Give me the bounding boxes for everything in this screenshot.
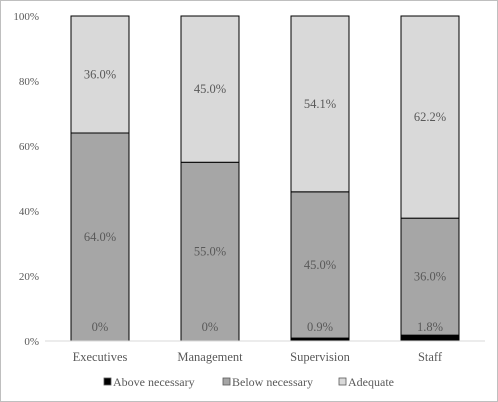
y-tick-label: 60% (19, 141, 39, 153)
bar-segment (400, 217, 460, 336)
x-tick-label: Staff (418, 350, 443, 364)
y-tick-label: 80% (19, 76, 39, 88)
bar-stack-staff: 1.8% 36.0% 62.2% (400, 15, 460, 342)
legend: Above necessary Below necessary Adequate (103, 375, 394, 389)
legend-label: Above necessary (113, 375, 195, 389)
legend-item: Adequate (338, 375, 394, 389)
legend-swatch (103, 377, 112, 386)
bar-segment (400, 15, 460, 219)
data-label: 36.0% (84, 68, 116, 82)
bar-stack-executives: 0% 64.0% 36.0% (70, 15, 130, 342)
data-label: 54.1% (304, 97, 336, 111)
bar-stacks: 0% 64.0% 36.0% 0% 55.0% 45.0% 0.9% 45.0% 54.1% 1.… (70, 15, 460, 342)
data-label: 0.9% (307, 320, 333, 334)
bar-segment (70, 132, 130, 342)
bar-stack-supervision: 0.9% 45.0% 54.1% (290, 15, 350, 342)
legend-label: Adequate (348, 375, 394, 389)
x-tick-label: Management (177, 350, 243, 364)
y-tick-label: 40% (19, 206, 39, 218)
legend-item: Below necessary (222, 375, 313, 389)
data-label: 45.0% (194, 82, 226, 96)
data-label: 45.0% (304, 258, 336, 272)
legend-swatch (338, 377, 347, 386)
bar-segment (400, 334, 460, 342)
data-label: 0% (92, 320, 109, 334)
data-label: 64.0% (84, 230, 116, 244)
bar-stack-management: 0% 55.0% 45.0% (180, 15, 240, 342)
legend-label: Below necessary (232, 375, 313, 389)
bar-segment (70, 15, 130, 134)
legend-swatch (222, 377, 231, 386)
x-axis: Executives Management Supervision Staff (45, 340, 485, 364)
y-tick-label: 0% (24, 336, 39, 348)
x-tick-label: Executives (73, 350, 128, 364)
y-tick-label: 100% (13, 11, 39, 23)
data-label: 0% (202, 320, 219, 334)
legend-item: Above necessary (103, 375, 195, 389)
bar-segment (290, 15, 350, 193)
data-label: 1.8% (417, 320, 443, 334)
data-label: 55.0% (194, 245, 226, 259)
data-label: 36.0% (414, 270, 446, 284)
y-tick-label: 20% (19, 271, 39, 283)
bar-segment (180, 15, 240, 163)
y-axis: 0% 20% 40% 60% 80% 100% (13, 11, 39, 348)
data-label: 62.2% (414, 110, 446, 124)
x-tick-label: Supervision (290, 350, 350, 364)
